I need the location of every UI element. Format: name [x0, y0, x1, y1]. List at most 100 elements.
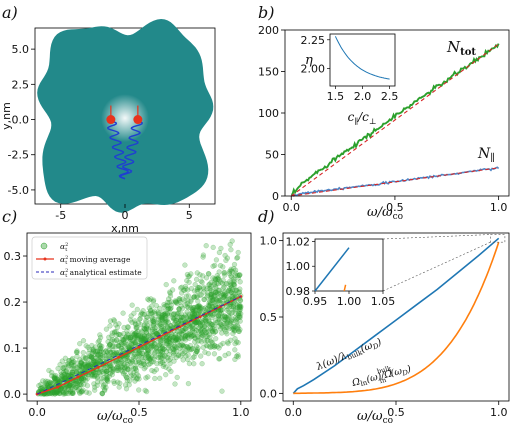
scatter-point [234, 304, 241, 311]
scatter-point [153, 331, 159, 337]
scatter-point [145, 353, 151, 359]
scatter-point [145, 354, 152, 360]
scatter-point [173, 334, 179, 340]
scatter-point [171, 334, 177, 340]
scatter-point [145, 347, 151, 354]
scatter-point [187, 330, 193, 336]
scatter-point [149, 310, 155, 316]
scatter-point [84, 383, 91, 389]
scatter-point [67, 382, 73, 388]
scatter-point [92, 369, 98, 375]
scatter-point [220, 277, 226, 283]
scatter-point [215, 276, 221, 282]
scatter-point [66, 383, 73, 389]
scatter-point [176, 306, 182, 312]
scatter-point [63, 390, 69, 397]
scatter-point [137, 316, 143, 322]
scatter-point [127, 334, 133, 340]
scatter-point [196, 338, 202, 344]
scatter-point [204, 326, 210, 332]
scatter-point [123, 341, 129, 348]
scatter-point [98, 348, 104, 354]
scatter-point [68, 383, 74, 389]
scatter-point [182, 262, 188, 268]
scatter-point [157, 358, 164, 364]
scatter-point [203, 333, 209, 339]
scatter-point [128, 335, 134, 341]
scatter-point [194, 287, 200, 293]
scatter-point [235, 254, 241, 261]
scatter-point [140, 308, 146, 314]
scatter-point [198, 322, 204, 328]
scatter-point [171, 315, 177, 321]
scatter-point [194, 349, 200, 355]
scatter-point [185, 298, 191, 304]
scatter-point [85, 361, 91, 367]
scatter-point [59, 373, 65, 379]
scatter-point [73, 384, 79, 391]
scatter-point [94, 379, 101, 385]
scatter-point [236, 308, 243, 314]
scatter-point [107, 342, 113, 348]
scatter-point [65, 373, 72, 379]
scatter-point [62, 391, 68, 397]
scatter-point [204, 286, 210, 292]
scatter-point [225, 341, 231, 347]
scatter-point [163, 322, 169, 328]
scatter-point [138, 322, 144, 328]
scatter-point [235, 326, 241, 332]
scatter-point [168, 302, 174, 308]
scatter-point [146, 305, 153, 311]
scatter-point [104, 373, 110, 379]
scatter-point [183, 343, 189, 350]
scatter-point [90, 346, 96, 352]
panel-a-ytick-label: 0.0 [12, 114, 30, 127]
scatter-point [167, 340, 173, 346]
panel-d-label: d) [258, 207, 274, 226]
scatter-point [163, 319, 169, 325]
scatter-point [229, 323, 236, 330]
scatter-point [166, 336, 172, 343]
scatter-point [115, 350, 121, 356]
scatter-point [189, 311, 196, 317]
scatter-point [171, 347, 177, 353]
scatter-point [217, 308, 223, 314]
scatter-point [91, 381, 97, 387]
scatter-point [125, 332, 132, 338]
scatter-point [44, 381, 50, 387]
scatter-point [52, 375, 58, 381]
scatter-point [157, 354, 163, 361]
scatter-point [114, 324, 121, 331]
scatter-point [107, 363, 113, 369]
panel-b-ytick-label: 200 [258, 24, 279, 37]
scatter-point [103, 384, 109, 391]
scatter-point [151, 344, 157, 350]
scatter-point [143, 327, 149, 333]
scatter-point [174, 335, 181, 341]
scatter-point [176, 306, 182, 312]
scatter-point [107, 349, 114, 355]
scatter-point [197, 320, 203, 327]
scatter-point [97, 332, 103, 338]
scatter-point [221, 294, 228, 300]
scatter-point [44, 391, 50, 397]
scatter-point [65, 373, 71, 379]
scatter-point [133, 334, 139, 341]
scatter-point [125, 344, 131, 350]
scatter-point [190, 325, 196, 331]
scatter-point [149, 314, 155, 320]
scatter-point [148, 308, 154, 314]
scatter-point [96, 369, 103, 375]
scatter-point [122, 336, 128, 342]
scatter-point [167, 348, 173, 354]
scatter-point [73, 369, 80, 375]
scatter-point [174, 311, 180, 317]
scatter-point [100, 349, 107, 356]
scatter-point [201, 318, 207, 324]
scatter-point [124, 375, 130, 381]
scatter-point [166, 296, 172, 302]
scatter-point [74, 348, 80, 354]
scatter-point [81, 360, 88, 366]
scatter-point [216, 345, 222, 351]
scatter-point [201, 284, 207, 290]
